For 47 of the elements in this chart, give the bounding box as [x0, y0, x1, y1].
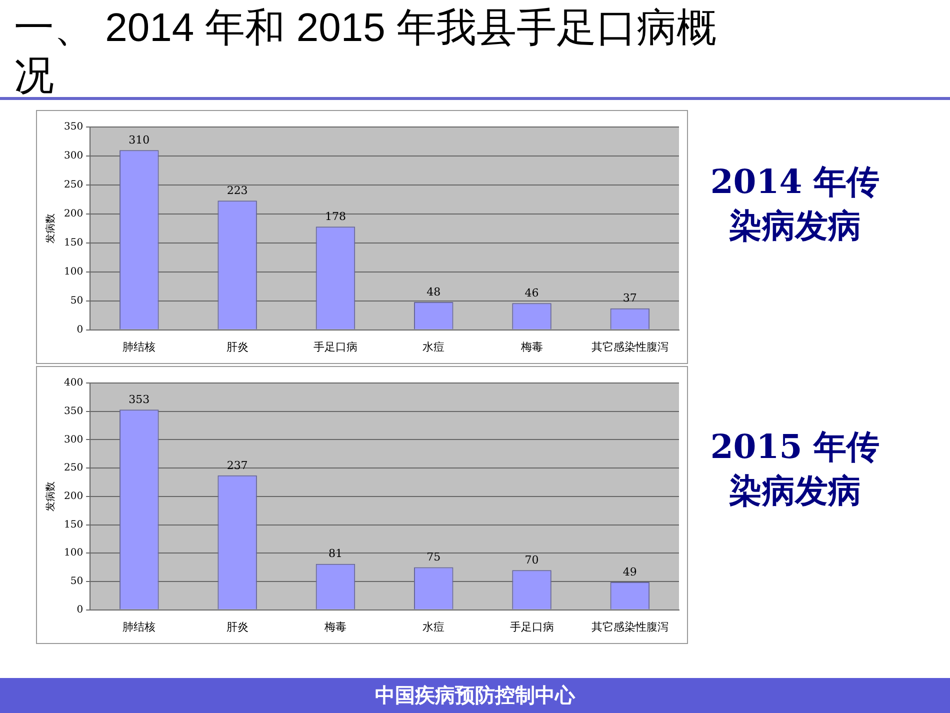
y-tick-label: 150	[64, 519, 84, 530]
y-tick-label: 250	[64, 180, 84, 191]
data-label: 48	[426, 285, 441, 298]
x-tick-label: 手足口病	[510, 620, 554, 634]
data-label: 310	[128, 134, 150, 147]
x-tick-label: 其它感染性腹泻	[591, 620, 668, 634]
y-tick-label: 50	[70, 295, 84, 306]
data-label: 81	[328, 547, 342, 560]
y-tick-label: 50	[70, 576, 84, 588]
y-tick-label: 350	[64, 122, 84, 133]
y-tick-label: 250	[64, 462, 84, 474]
data-label: 70	[524, 553, 539, 566]
text: 2015 年传染病发病	[709, 426, 881, 512]
y-tick-label: 100	[64, 548, 84, 559]
y-tick-label: 300	[64, 434, 84, 446]
data-label: 223	[226, 184, 248, 197]
y-axis-title: 发病数	[44, 213, 57, 244]
data-label: 49	[622, 565, 637, 578]
data-label: 178	[324, 210, 346, 224]
data-label: 237	[226, 458, 248, 472]
x-tick-label: 肝炎	[226, 620, 248, 634]
x-tick-label: 其它感染性腹泻	[591, 340, 668, 354]
data-label: 37	[622, 292, 637, 305]
y-tick-label: 300	[64, 150, 84, 162]
x-tick-label: 肺结核	[122, 620, 156, 634]
x-tick-label: 梅毒	[323, 620, 346, 634]
y-tick-label: 350	[64, 406, 84, 417]
y-tick-label: 400	[64, 378, 84, 389]
y-tick-label: 100	[64, 266, 84, 278]
data-label: 75	[426, 550, 441, 564]
y-tick-label: 200	[64, 208, 84, 220]
y-tick-label: 200	[64, 490, 84, 502]
x-tick-label: 梅毒	[520, 340, 543, 354]
x-tick-label: 肝炎	[226, 340, 248, 354]
y-tick-label: 150	[64, 237, 84, 248]
text: 中国疾病预防控制中心	[0, 678, 950, 713]
x-tick-label: 水痘	[422, 620, 445, 634]
chart-title: 一、 2014 年和 2015 年我县手足口病概况	[14, 5, 718, 100]
y-tick-label: 0	[76, 604, 84, 616]
x-tick-label: 手足口病	[313, 340, 358, 354]
data-label: 353	[128, 393, 150, 406]
y-tick-label: 0	[76, 324, 84, 336]
x-tick-label: 水痘	[422, 340, 445, 354]
data-label: 46	[524, 286, 539, 300]
y-axis-title: 发病数	[44, 481, 57, 512]
x-tick-label: 肺结核	[122, 340, 156, 354]
text: 2014 年传染病发病	[709, 161, 881, 247]
